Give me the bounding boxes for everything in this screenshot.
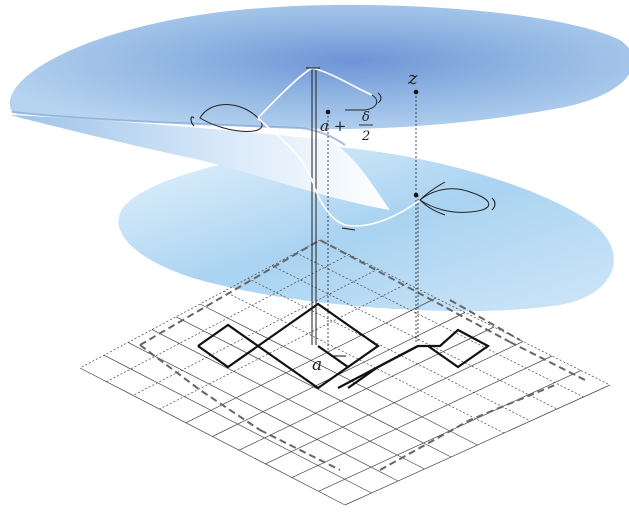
vertical-connectors [311, 70, 419, 350]
surface-upper-sheet [10, 4, 629, 130]
grid-line [151, 329, 425, 470]
label-a: a [312, 355, 322, 375]
label-z: z [407, 68, 418, 89]
point-lower-sheet [413, 192, 419, 198]
grid-line [175, 316, 452, 458]
grid-line [271, 265, 558, 410]
surface-upper-cut [11, 111, 346, 146]
surface-ramp [10, 115, 390, 210]
grid-line [291, 355, 553, 478]
label-delta-den: 2 [361, 129, 370, 144]
arrow-marks [190, 67, 496, 357]
point-a-plus-delta-upper [325, 109, 331, 115]
bold-lattice-path [197, 302, 491, 390]
point-z [413, 89, 419, 95]
base-grid [79, 239, 611, 506]
grid-line [79, 367, 346, 506]
grid-line [103, 354, 372, 494]
label-delta-prefix: a + [320, 117, 346, 135]
lifted-curve-lower [419, 181, 490, 216]
grid-line [127, 342, 399, 482]
grid-line [247, 278, 531, 422]
grid-line [265, 341, 524, 465]
grid-line [238, 326, 495, 451]
grid-line [344, 384, 611, 506]
dashed-lattice-outline [139, 238, 586, 471]
label-delta-num: δ [362, 110, 370, 125]
marked-points [325, 89, 419, 198]
surface-lower-sheet [118, 145, 614, 312]
